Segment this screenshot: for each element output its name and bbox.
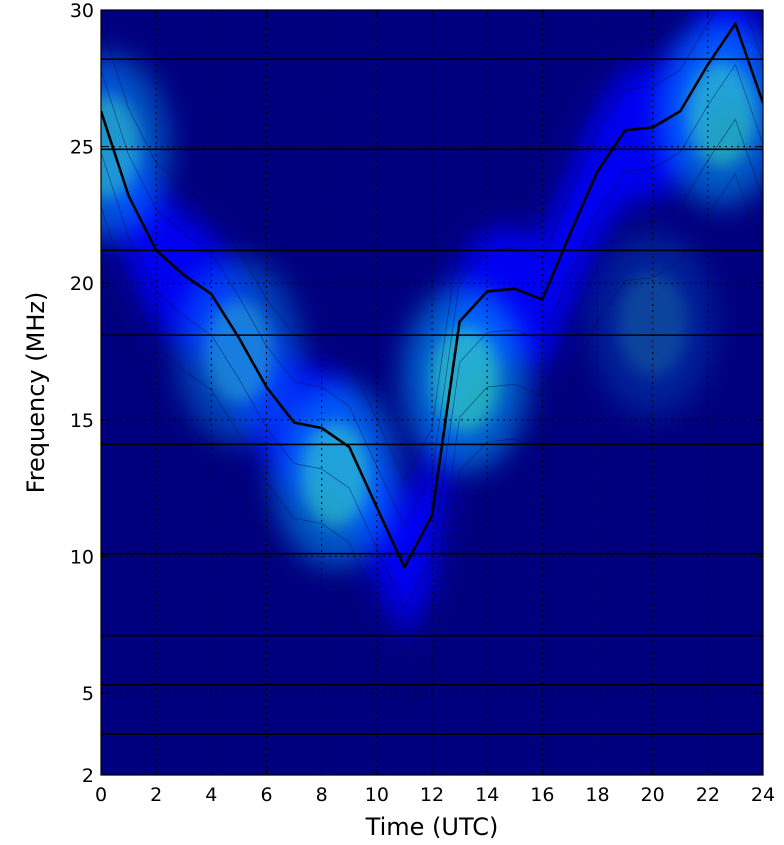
y-tick-label: 2	[82, 765, 94, 787]
x-tick-label: 6	[260, 784, 272, 806]
y-tick-label: 15	[70, 410, 94, 432]
y-tick-label: 10	[70, 546, 94, 568]
y-tick-label: 30	[70, 0, 94, 22]
hotspot-core	[618, 272, 687, 377]
y-axis-label: Frequency (MHz)	[22, 292, 50, 494]
hotspot-core	[204, 299, 273, 404]
x-tick-label: 16	[530, 784, 554, 806]
hotspot-core	[687, 61, 756, 166]
x-tick-label: 20	[641, 784, 665, 806]
x-tick-label: 4	[205, 784, 217, 806]
x-tick-label: 12	[420, 784, 444, 806]
plot-area	[101, 10, 763, 775]
muf-series-line	[101, 22, 763, 569]
grid-lines	[101, 10, 763, 775]
x-tick-label: 18	[585, 784, 609, 806]
band-lines	[101, 58, 763, 735]
x-tick-label: 0	[95, 784, 107, 806]
x-tick-label: 2	[150, 784, 162, 806]
x-tick-label: 10	[365, 784, 389, 806]
y-tick-label: 25	[70, 137, 94, 159]
contour-line	[101, 10, 763, 528]
x-tick-label: 14	[475, 784, 499, 806]
y-tick-label: 20	[70, 273, 94, 295]
x-axis-label: Time (UTC)	[365, 813, 499, 841]
x-axis-ticks: 0 2 4 6 8 10 12 14 16 18 20 22 24	[95, 10, 775, 806]
y-tick-label: 5	[82, 683, 94, 705]
x-tick-label: 24	[751, 784, 775, 806]
x-tick-label: 22	[696, 784, 720, 806]
hotspot-core	[431, 326, 500, 431]
x-tick-label: 8	[316, 784, 328, 806]
hotspot-core	[301, 422, 370, 527]
